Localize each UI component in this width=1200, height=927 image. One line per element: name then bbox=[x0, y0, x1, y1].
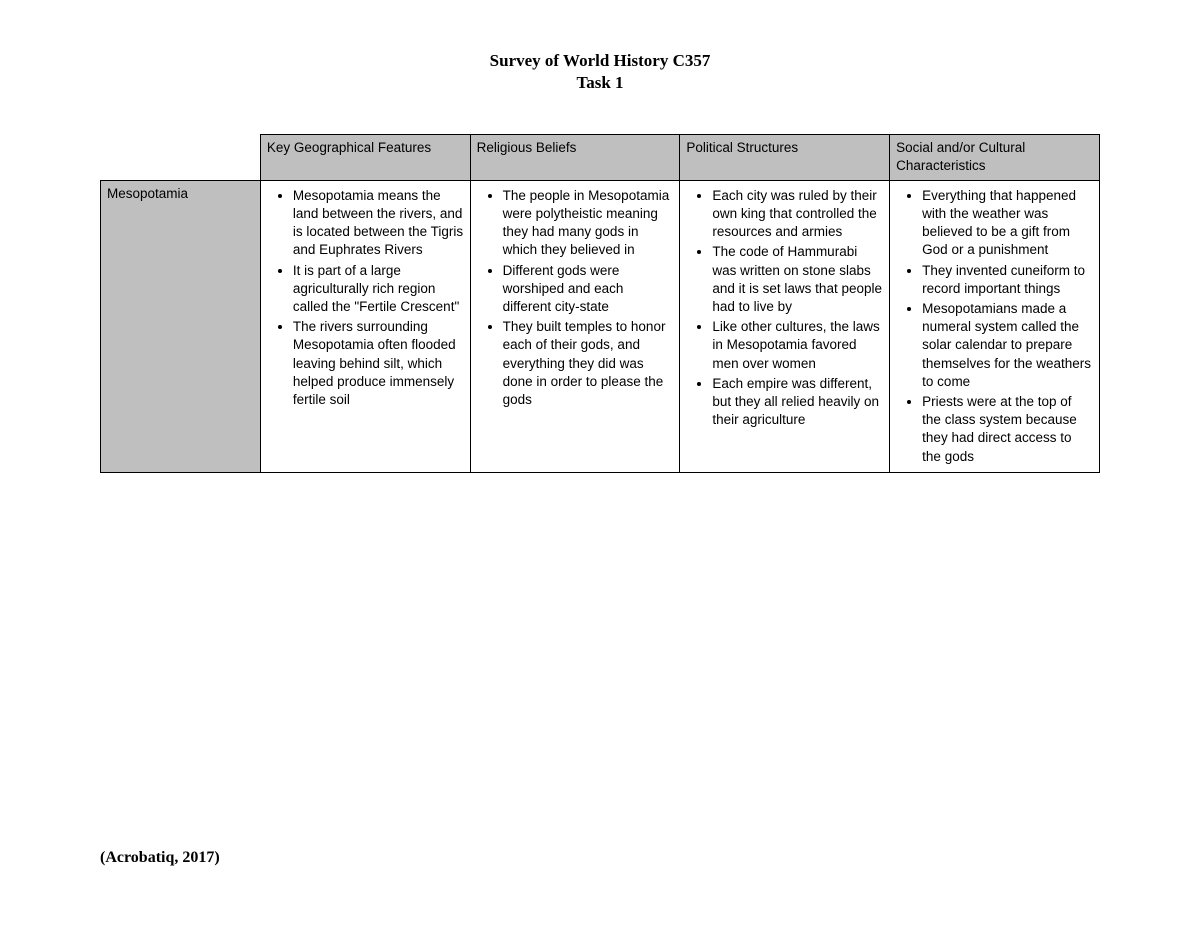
comparison-table: Key Geographical Features Religious Beli… bbox=[100, 134, 1100, 473]
table-row: Mesopotamia Mesopotamia means the land b… bbox=[101, 180, 1100, 472]
cell-political: Each city was ruled by their own king th… bbox=[680, 180, 890, 472]
social-list: Everything that happened with the weathe… bbox=[896, 187, 1093, 466]
geo-list: Mesopotamia means the land between the r… bbox=[267, 187, 464, 410]
list-item: Mesopotamians made a numeral system call… bbox=[922, 300, 1093, 391]
title-line-1: Survey of World History C357 bbox=[100, 50, 1100, 72]
list-item: Mesopotamia means the land between the r… bbox=[293, 187, 464, 260]
list-item: Priests were at the top of the class sys… bbox=[922, 393, 1093, 466]
header-empty bbox=[101, 135, 261, 180]
page-title-block: Survey of World History C357 Task 1 bbox=[100, 50, 1100, 94]
header-political: Political Structures bbox=[680, 135, 890, 180]
citation-text: (Acrobatiq, 2017) bbox=[100, 849, 220, 867]
list-item: They built temples to honor each of thei… bbox=[503, 318, 674, 409]
list-item: Everything that happened with the weathe… bbox=[922, 187, 1093, 260]
list-item: Different gods were worshiped and each d… bbox=[503, 262, 674, 317]
list-item: Each city was ruled by their own king th… bbox=[712, 187, 883, 242]
list-item: The rivers surrounding Mesopotamia often… bbox=[293, 318, 464, 409]
row-label: Mesopotamia bbox=[101, 180, 261, 472]
political-list: Each city was ruled by their own king th… bbox=[686, 187, 883, 430]
header-religious: Religious Beliefs bbox=[470, 135, 680, 180]
header-geographical: Key Geographical Features bbox=[260, 135, 470, 180]
document-page: Survey of World History C357 Task 1 Key … bbox=[0, 0, 1200, 473]
list-item: Like other cultures, the laws in Mesopot… bbox=[712, 318, 883, 373]
list-item: They invented cuneiform to record import… bbox=[922, 262, 1093, 298]
title-line-2: Task 1 bbox=[100, 72, 1100, 94]
table-header-row: Key Geographical Features Religious Beli… bbox=[101, 135, 1100, 180]
list-item: Each empire was different, but they all … bbox=[712, 375, 883, 430]
cell-social: Everything that happened with the weathe… bbox=[890, 180, 1100, 472]
cell-geographical: Mesopotamia means the land between the r… bbox=[260, 180, 470, 472]
list-item: The code of Hammurabi was written on sto… bbox=[712, 243, 883, 316]
header-social: Social and/or Cultural Characteristics bbox=[890, 135, 1100, 180]
list-item: The people in Mesopotamia were polytheis… bbox=[503, 187, 674, 260]
religion-list: The people in Mesopotamia were polytheis… bbox=[477, 187, 674, 410]
list-item: It is part of a large agriculturally ric… bbox=[293, 262, 464, 317]
cell-religious: The people in Mesopotamia were polytheis… bbox=[470, 180, 680, 472]
